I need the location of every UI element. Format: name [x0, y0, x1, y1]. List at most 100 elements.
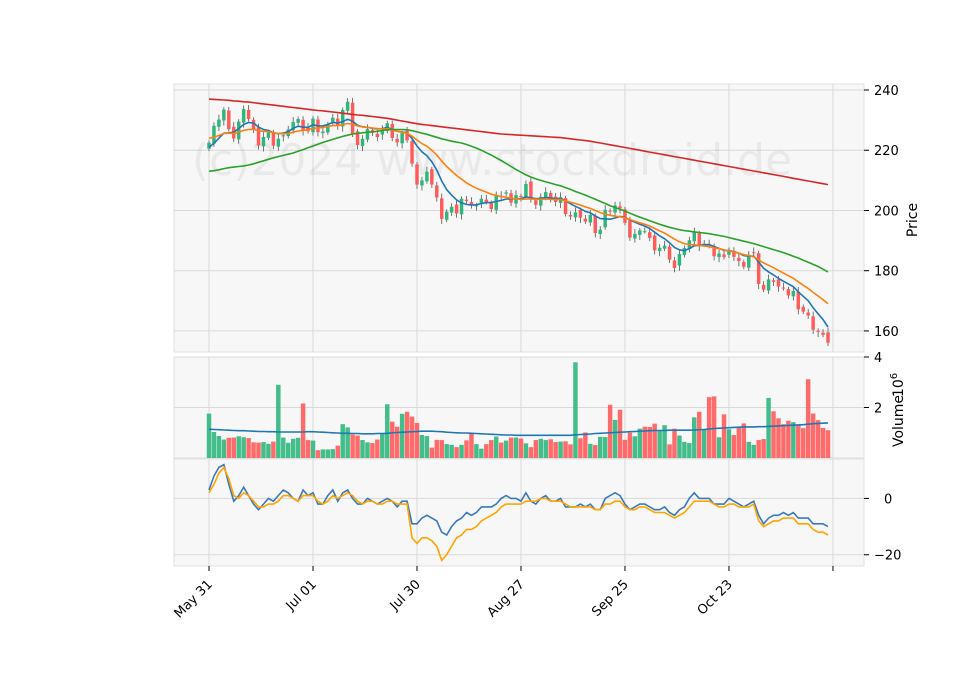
- volume-bar: [439, 440, 444, 458]
- volume-bar: [251, 442, 256, 458]
- volume-bar: [583, 432, 588, 458]
- candle-body: [548, 193, 553, 200]
- volume-bar: [300, 403, 306, 458]
- volume-bar: [563, 441, 568, 458]
- candle-body: [563, 198, 568, 215]
- candle-body: [618, 206, 622, 209]
- candle-body: [568, 214, 573, 217]
- volume-bar: [310, 440, 316, 458]
- volume-bar: [716, 437, 722, 458]
- candle-body: [816, 330, 820, 332]
- volume-bar: [672, 428, 677, 458]
- volume-bar: [380, 433, 385, 458]
- candle-body: [217, 119, 221, 127]
- volume-bar: [444, 444, 449, 458]
- volume-bar: [434, 439, 440, 458]
- candle-body: [781, 287, 786, 289]
- volume-bar: [543, 440, 548, 458]
- candle-body: [405, 130, 409, 141]
- volume-average-line: [208, 422, 829, 437]
- volume-bar: [345, 427, 350, 458]
- candle-body: [410, 141, 414, 164]
- volume-bar: [355, 435, 360, 458]
- candle-body: [479, 198, 484, 203]
- volume-bar: [261, 442, 266, 458]
- candle-body: [469, 202, 474, 206]
- candle-body: [801, 306, 805, 312]
- x-tick-label: May 31: [172, 577, 216, 621]
- candle-body: [296, 118, 300, 123]
- volume-bar: [815, 420, 821, 458]
- candle-body: [623, 209, 627, 223]
- volume-bar: [697, 411, 702, 458]
- candle-body: [420, 180, 424, 186]
- volume-bar: [370, 443, 375, 458]
- volume-bar: [825, 430, 831, 458]
- candle-body: [608, 210, 612, 212]
- volume-axis-label: Volume: [891, 395, 907, 447]
- candle-body: [657, 247, 662, 252]
- volume-bar: [548, 439, 553, 458]
- volume-bar: [553, 442, 558, 458]
- volume-bar: [810, 413, 816, 458]
- candle-body: [826, 332, 830, 343]
- volume-bar: [528, 447, 534, 458]
- candle-body: [430, 169, 434, 185]
- candle-body: [454, 204, 459, 214]
- volume-bar: [801, 428, 806, 458]
- volume-bar: [721, 414, 727, 458]
- volume-bar: [558, 441, 563, 458]
- candle-body: [692, 232, 697, 242]
- volume-bar: [350, 434, 355, 458]
- volume-bar: [394, 426, 400, 458]
- candle-body: [291, 121, 295, 131]
- volume-bar: [464, 440, 469, 458]
- volume-bar: [662, 425, 667, 458]
- price-panel-background: [173, 83, 865, 353]
- volume-bar: [751, 444, 756, 458]
- candle-body: [519, 196, 523, 198]
- volume-bar: [508, 437, 514, 458]
- volume-bar: [484, 444, 489, 458]
- volume-bar: [231, 437, 236, 458]
- volume-bar: [607, 404, 613, 458]
- volume-bar: [632, 436, 638, 458]
- candle-body: [449, 206, 454, 213]
- candle-body: [652, 235, 657, 251]
- y-tick-label: 2: [874, 402, 882, 417]
- volume-bar: [385, 404, 390, 458]
- volume-bar: [469, 433, 474, 458]
- volume-bar: [791, 422, 796, 458]
- volume-bar: [414, 422, 420, 458]
- volume-bar: [404, 411, 410, 458]
- candle-body: [271, 133, 276, 146]
- candle-body: [400, 133, 404, 144]
- candle-body: [811, 316, 815, 330]
- volume-bar: [276, 384, 281, 458]
- x-tick-label: Sep 25: [589, 577, 632, 620]
- candle-body: [440, 198, 444, 219]
- volume-bar: [588, 443, 593, 458]
- candle-body: [375, 133, 380, 137]
- volume-bar: [474, 444, 479, 458]
- volume-bar: [731, 435, 737, 458]
- volume-bar: [766, 397, 771, 458]
- candle-body: [677, 254, 682, 266]
- volume-bar: [627, 432, 633, 458]
- volume-bar: [226, 437, 232, 458]
- volume-bar: [305, 440, 311, 458]
- candle-body: [672, 260, 677, 268]
- volume-bar: [241, 437, 246, 458]
- candle-body: [365, 129, 370, 140]
- candle-body: [380, 130, 385, 135]
- candle-body: [281, 135, 286, 137]
- candle-body: [534, 200, 538, 205]
- candle-body: [266, 132, 271, 138]
- candle-body: [776, 279, 781, 287]
- volume-bar: [533, 440, 539, 458]
- x-tick-label: Jul 30: [387, 577, 424, 614]
- candle-body: [276, 138, 281, 147]
- candle-body: [628, 220, 632, 238]
- date-axis: May 31 Jul 01 Jul 30 Aug 27 Sep 25 Oct 23: [172, 566, 834, 621]
- y-tick-label: 200: [874, 204, 899, 219]
